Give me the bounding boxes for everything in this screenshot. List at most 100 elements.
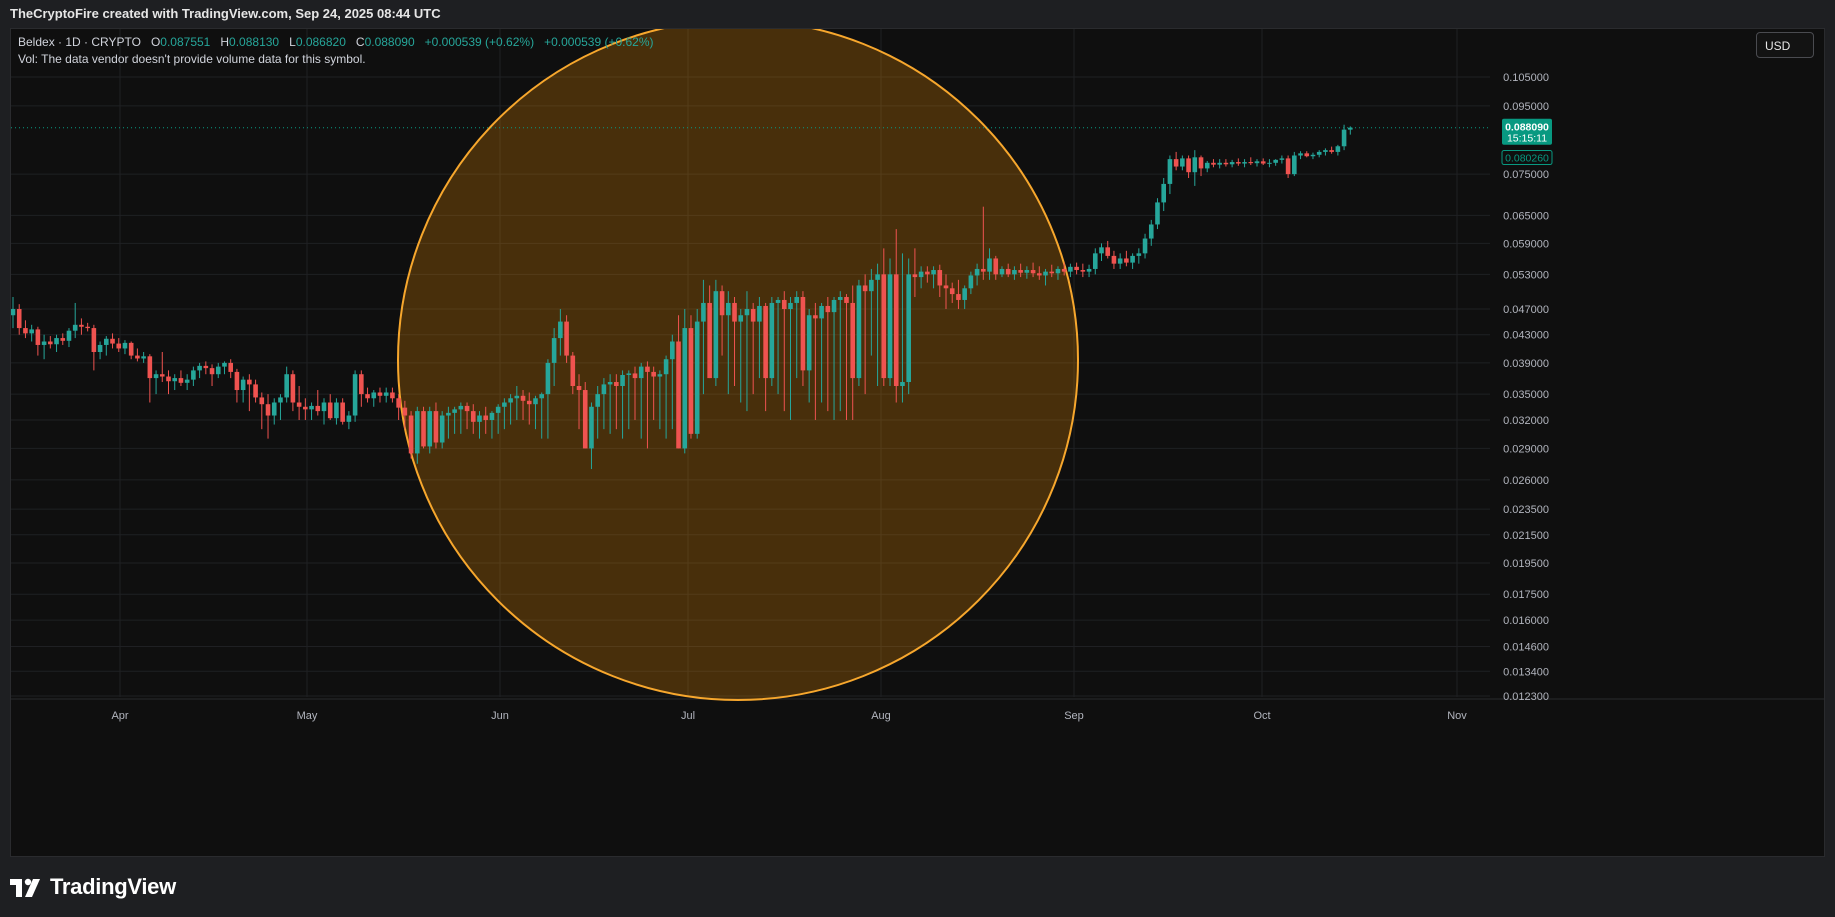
highlight-circle [397, 29, 1079, 701]
candle-body [912, 274, 918, 278]
candle-body [869, 279, 874, 292]
candle-body [800, 297, 806, 371]
candle-body [918, 271, 924, 278]
candle-body [309, 405, 314, 410]
candle-body [253, 384, 258, 398]
candle-body [1310, 154, 1316, 157]
candle-body [97, 344, 103, 352]
candle-body [1273, 159, 1278, 163]
candle-body [128, 342, 134, 356]
candle-body [396, 398, 401, 408]
x-tick-label: Apr [111, 710, 128, 722]
chart-pane[interactable]: 0.105000 0.095000 0.075000 0.065000 0.059000… [10, 28, 1825, 857]
chart-attribution: TheCryptoFire created with TradingView.c… [0, 0, 1835, 28]
candle-body [626, 373, 632, 375]
prev-close-label: 0.080260 [1505, 153, 1549, 165]
candle-body [23, 328, 28, 334]
candle-body [837, 297, 843, 300]
candle-body [819, 305, 824, 319]
candle-body [576, 385, 582, 391]
low-key: L [289, 35, 296, 49]
candle-body [439, 415, 445, 443]
candle-body [1285, 158, 1291, 175]
x-tick-label: Aug [871, 710, 891, 722]
candle-body [184, 379, 190, 383]
candle-body [11, 309, 16, 316]
candle-body [495, 406, 501, 413]
candle-body [79, 324, 84, 327]
candle-body [582, 390, 588, 449]
candle-body [688, 328, 694, 434]
candle-body [1335, 146, 1341, 152]
candle-body [533, 398, 538, 405]
candle-body [1024, 270, 1030, 273]
candle-body [247, 379, 252, 385]
open-value: 0.087551 [160, 35, 211, 49]
candle-body [1148, 224, 1154, 239]
candle-body [85, 326, 90, 329]
candle-body [296, 402, 302, 407]
price-chart[interactable]: 0.105000 0.095000 0.075000 0.065000 0.059000… [11, 29, 1824, 856]
candle-body [116, 343, 122, 349]
candle-body [203, 365, 209, 369]
candle-body [887, 274, 893, 379]
candle-body [589, 406, 594, 449]
candle-body [1304, 153, 1310, 157]
candle-body [1267, 162, 1272, 164]
candle-body [1124, 258, 1129, 263]
y-tick-label: 0.017500 [1503, 589, 1549, 601]
candle-body [806, 315, 812, 371]
candle-body [862, 285, 868, 292]
candle-body [352, 374, 358, 416]
candle-body [408, 415, 414, 454]
tradingview-logo[interactable]: TradingView [10, 874, 176, 899]
candle-body [452, 409, 457, 413]
candle-body [620, 374, 625, 386]
candle-body [750, 309, 756, 322]
candle-body [987, 258, 992, 272]
candle-body [558, 321, 563, 339]
candle-body [931, 270, 936, 275]
candle-body [844, 297, 849, 303]
y-tick-label: 0.026000 [1503, 475, 1549, 487]
prev-close-badge [1501, 150, 1553, 166]
x-tick-label: May [297, 710, 318, 722]
y-tick-label: 0.065000 [1503, 210, 1549, 222]
candle-body [1229, 162, 1235, 165]
candle-body [1068, 266, 1073, 272]
candle-body [937, 270, 943, 286]
candle-body [215, 366, 221, 375]
candle-body [1099, 247, 1104, 254]
y-tick-label: 0.023500 [1503, 504, 1549, 516]
candle-body [713, 291, 719, 379]
candle-body [1105, 247, 1111, 256]
candle-body [570, 355, 576, 386]
candle-body [197, 365, 202, 371]
candle-body [1055, 268, 1061, 274]
currency-button[interactable]: USD [1756, 32, 1814, 58]
x-tick-label: Nov [1447, 710, 1467, 722]
footer: TradingView [0, 857, 1835, 917]
candle-body [526, 400, 532, 405]
candle-body [1155, 202, 1160, 225]
candle-body [850, 302, 855, 379]
candle-body [607, 382, 613, 385]
candle-body [421, 411, 426, 447]
y-tick-label: 0.053000 [1503, 269, 1549, 281]
candle-body [564, 321, 569, 356]
candle-body [135, 355, 140, 359]
candle-body [415, 411, 420, 454]
y-tick-label: 0.021500 [1503, 530, 1549, 542]
candle-body [427, 411, 433, 447]
candle-body [893, 274, 899, 386]
candle-body [676, 341, 681, 449]
candle-body [1248, 162, 1254, 164]
candle-body [962, 288, 967, 300]
candle-body [222, 362, 227, 367]
candle-body [159, 374, 165, 377]
x-tick-label: Jun [491, 710, 509, 722]
candle-body [72, 324, 78, 331]
candle-body [54, 338, 59, 345]
candle-body [1198, 157, 1204, 169]
candle-body [757, 305, 762, 322]
